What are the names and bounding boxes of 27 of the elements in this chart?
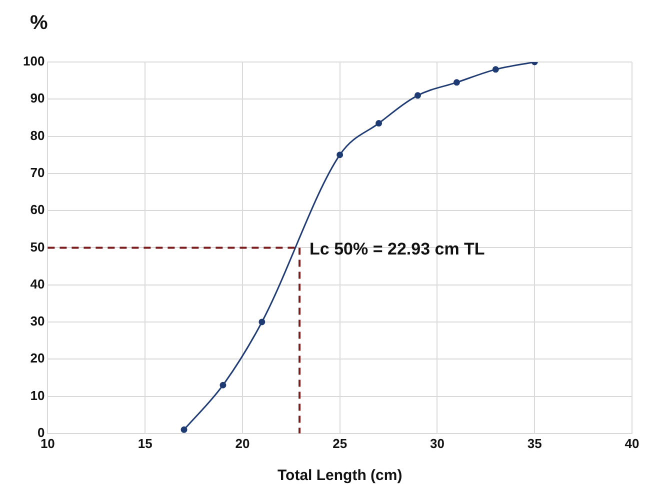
x-tick-label: 35 xyxy=(527,436,542,451)
y-tick-label: 10 xyxy=(30,388,45,403)
y-tick-label: 60 xyxy=(30,202,45,218)
x-tick-label: 30 xyxy=(430,436,444,451)
point xyxy=(376,120,382,127)
x-axis-title: Total Length (cm) xyxy=(277,467,402,484)
point xyxy=(414,92,422,99)
y-tick-label: 40 xyxy=(30,276,45,292)
point xyxy=(492,66,499,73)
y-tick-label: 20 xyxy=(30,350,45,366)
point xyxy=(453,79,460,86)
y-tick-label: 50 xyxy=(30,239,45,254)
x-tick-label: 15 xyxy=(138,436,152,451)
annotation: Lc 50% = 22.93 cm TL xyxy=(310,239,485,258)
x-tick-label: 40 xyxy=(624,436,640,451)
y-axis-title: % xyxy=(30,12,48,35)
x-tick-label: 20 xyxy=(235,436,250,451)
y-tick-label: 80 xyxy=(30,128,45,143)
point xyxy=(258,318,266,326)
y-tick-label: 100 xyxy=(22,54,45,69)
y-tick-label: 90 xyxy=(30,90,45,106)
y-tick-label: 70 xyxy=(30,165,45,180)
x-tick-label: 25 xyxy=(332,436,348,451)
point xyxy=(180,426,188,433)
point xyxy=(336,152,344,158)
y-tick-label: 30 xyxy=(30,314,45,329)
point xyxy=(220,382,226,388)
